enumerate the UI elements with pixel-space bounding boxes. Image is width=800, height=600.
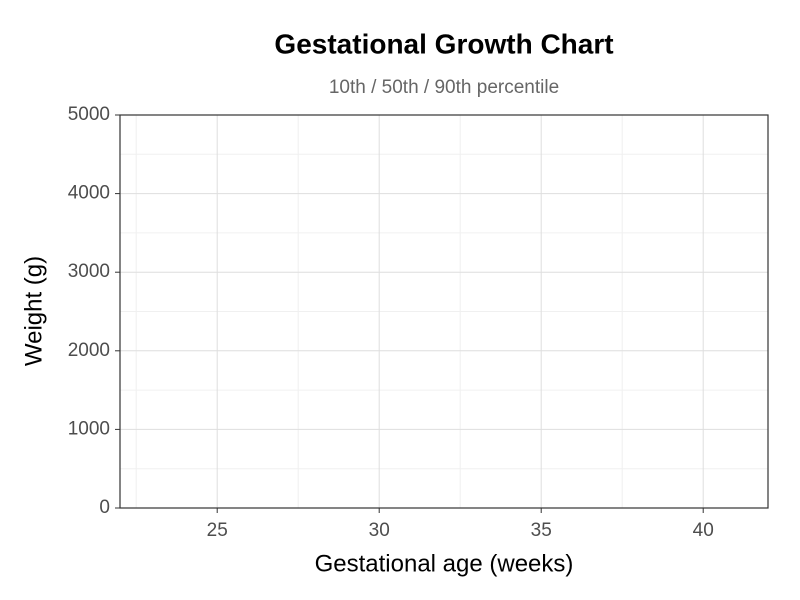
y-axis-label: Weight (g) (20, 256, 47, 366)
y-tick-label: 2000 (68, 340, 110, 361)
x-tick-label: 30 (369, 520, 390, 541)
x-axis-label: Gestational age (weeks) (315, 550, 574, 577)
x-tick-label: 40 (693, 520, 714, 541)
chart-title: Gestational Growth Chart (274, 28, 613, 59)
plot-border (119, 114, 769, 509)
y-tick-label: 3000 (68, 261, 110, 282)
x-tick-label: 35 (531, 520, 552, 541)
chart-subtitle: 10th / 50th / 90th percentile (329, 77, 559, 98)
y-tick-label: 0 (99, 497, 110, 518)
y-tick-label: 4000 (68, 183, 110, 204)
y-tick-label: 5000 (68, 104, 110, 125)
x-tick-label: 25 (207, 520, 228, 541)
y-tick-label: 1000 (68, 418, 110, 439)
